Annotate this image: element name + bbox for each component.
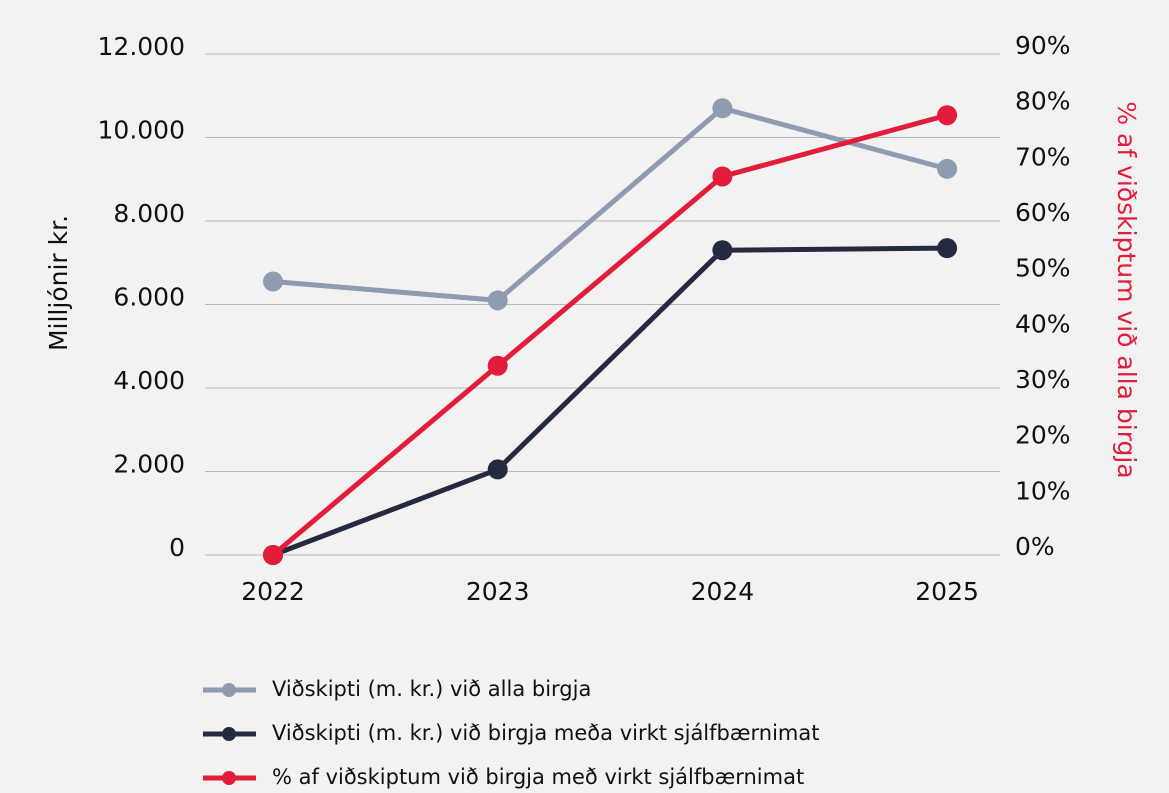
y2-tick-label: 10% (1015, 476, 1071, 505)
point (937, 158, 958, 179)
legend-swatch-dot (222, 683, 236, 697)
y2-tick-label: 30% (1015, 365, 1071, 394)
y-tick-label: 0 (169, 533, 185, 562)
y-axis-label: Milljónir kr. (44, 215, 73, 351)
point (937, 105, 958, 126)
legend-swatch-dot (222, 771, 236, 785)
point (712, 166, 733, 187)
y-tick-label: 4.000 (113, 366, 185, 395)
y-tick-label: 2.000 (113, 450, 185, 479)
point (937, 238, 958, 259)
legend-swatch-dot (222, 727, 236, 741)
x-tick-label: 2023 (466, 577, 530, 606)
legend-label: % af viðskiptum við birgja með virkt sjá… (272, 765, 804, 789)
series-line (272, 245, 948, 558)
point (263, 545, 283, 565)
y-tick-label: 10.000 (98, 116, 185, 145)
series-line (271, 112, 948, 557)
y2-tick-label: 20% (1015, 421, 1071, 450)
y2-tick-label: 0% (1015, 532, 1055, 561)
legend-label: Viðskipti (m. kr.) við birgja meða virkt… (272, 721, 819, 745)
point (487, 459, 508, 480)
point (712, 240, 733, 261)
y2-tick-label: 70% (1015, 142, 1071, 171)
y2-tick-label: 90% (1015, 31, 1071, 60)
series-line (272, 105, 948, 303)
y-tick-label: 6.000 (113, 283, 185, 312)
x-tick-label: 2024 (691, 577, 755, 606)
y2-tick-label: 60% (1015, 198, 1071, 227)
y2-axis-label: % af viðskiptum við alla birgja (1112, 101, 1141, 478)
point (712, 98, 733, 119)
x-tick-label: 2022 (241, 577, 305, 606)
y-tick-label: 12.000 (98, 32, 185, 61)
y2-tick-label: 50% (1015, 254, 1071, 283)
point (263, 271, 283, 292)
x-tick-label: 2025 (915, 577, 979, 606)
y-tick-label: 8.000 (113, 199, 185, 228)
point (487, 355, 508, 376)
y2-tick-label: 80% (1015, 87, 1071, 116)
point (487, 290, 508, 311)
legend-label: Viðskipti (m. kr.) við alla birgja (272, 677, 591, 701)
y2-tick-label: 40% (1015, 309, 1071, 338)
